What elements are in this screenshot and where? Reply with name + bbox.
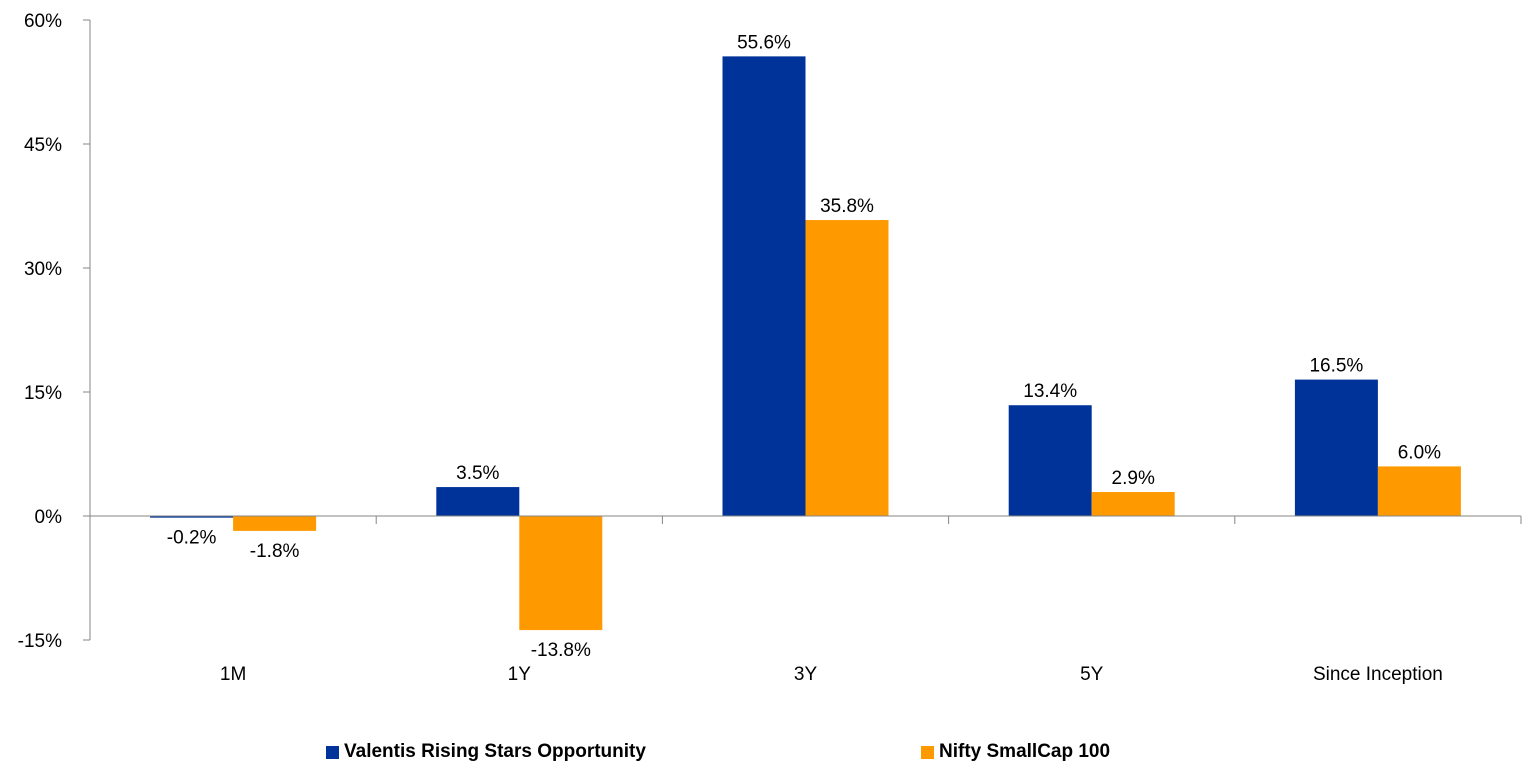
bar-chart: -15% 0% 15% 30% 45% 60% -0.2% -1.8% 1M 3.5% -13.8%… — [18, 11, 1522, 685]
data-label: -1.8% — [250, 541, 300, 562]
bar-series-1 — [722, 56, 806, 517]
y-tick-label: -15% — [18, 631, 62, 652]
bar-series-2 — [1377, 466, 1461, 516]
bar-series-1 — [1008, 405, 1092, 516]
data-label: -13.8% — [531, 640, 591, 661]
y-tick-label: 45% — [24, 135, 62, 156]
legend-swatch-series-2 — [921, 745, 934, 759]
x-tick-label: 3Y — [794, 664, 818, 685]
bar-series-1 — [1294, 379, 1378, 516]
bar-series-2 — [233, 516, 317, 531]
x-tick-label: 5Y — [1080, 664, 1104, 685]
bar-series-2 — [1091, 492, 1175, 516]
data-label: 6.0% — [1398, 442, 1441, 463]
bar-series-2 — [805, 220, 889, 516]
data-label: 16.5% — [1309, 356, 1363, 377]
y-tick-label: 30% — [24, 259, 62, 280]
legend-label-series-1: Valentis Rising Stars Opportunity — [344, 741, 646, 762]
data-label: 2.9% — [1112, 468, 1155, 489]
data-label: 55.6% — [737, 32, 791, 53]
data-label: 13.4% — [1023, 381, 1077, 402]
legend-label-series-2: Nifty SmallCap 100 — [939, 741, 1111, 762]
y-tick-label: 0% — [35, 507, 63, 528]
data-label: 35.8% — [820, 196, 874, 217]
y-tick-label: 15% — [24, 383, 62, 404]
bar-series-2 — [519, 516, 603, 631]
legend-item-series-1: Valentis Rising Stars Opportunity — [326, 740, 646, 764]
x-tick-label: Since Inception — [1313, 664, 1443, 685]
x-tick-label: 1Y — [508, 664, 532, 685]
data-label: -0.2% — [167, 528, 217, 549]
bar-series-1 — [150, 516, 234, 518]
legend-item-series-2: Nifty SmallCap 100 — [921, 740, 1110, 764]
bar-series-1 — [436, 487, 520, 516]
data-label: 3.5% — [456, 463, 499, 484]
y-tick-label: 60% — [24, 11, 62, 32]
legend-swatch-series-1 — [326, 745, 339, 759]
x-tick-label: 1M — [220, 664, 246, 685]
